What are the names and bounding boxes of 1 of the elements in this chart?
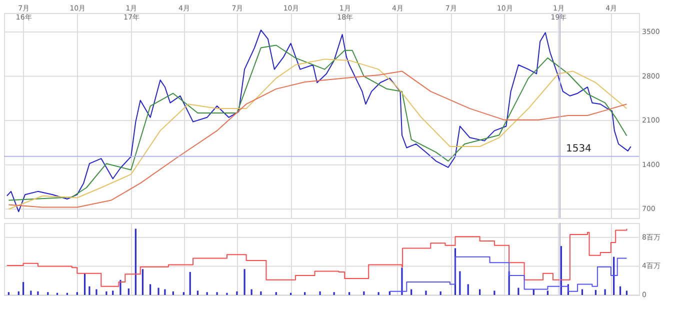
ref-line-label: 1534 bbox=[566, 143, 592, 154]
